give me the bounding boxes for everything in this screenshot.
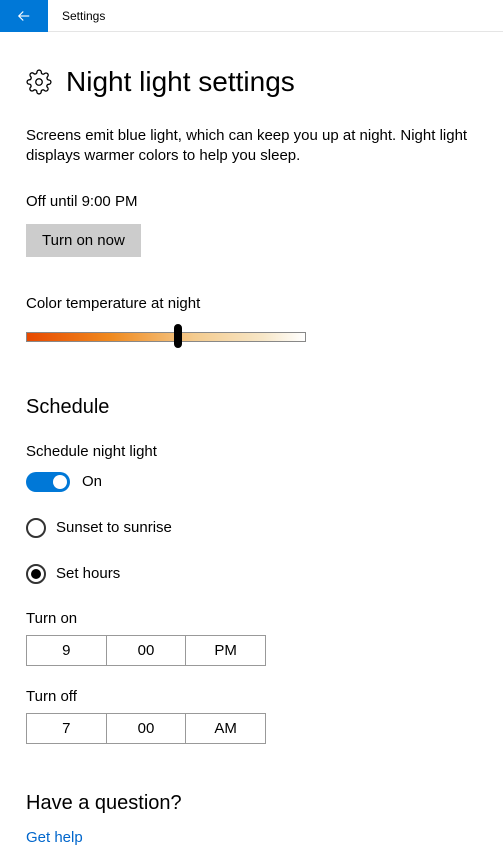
color-temperature-label: Color temperature at night [26,295,477,312]
turn-off-time-picker: 7 00 AM [26,713,266,744]
schedule-toggle[interactable] [26,472,70,492]
radio-icon [26,564,46,584]
radio-label: Sunset to sunrise [56,519,172,536]
turn-on-minute[interactable]: 00 [107,636,187,665]
page-title: Night light settings [66,66,295,98]
radio-sunset-to-sunrise[interactable]: Sunset to sunrise [26,518,477,538]
help-heading: Have a question? [26,792,477,815]
radio-set-hours[interactable]: Set hours [26,564,477,584]
back-arrow-icon [15,7,33,25]
window-title: Settings [62,9,105,23]
toggle-state-text: On [82,473,102,490]
turn-off-label: Turn off [26,688,477,705]
turn-on-label: Turn on [26,610,477,627]
schedule-heading: Schedule [26,396,477,419]
turn-on-ampm[interactable]: PM [186,636,265,665]
toggle-knob [53,475,67,489]
radio-icon [26,518,46,538]
slider-track [26,332,306,342]
turn-off-hour[interactable]: 7 [27,714,107,743]
turn-off-ampm[interactable]: AM [186,714,265,743]
slider-thumb[interactable] [174,324,182,348]
status-text: Off until 9:00 PM [26,193,477,210]
page-header: Night light settings [26,66,477,98]
back-button[interactable] [0,0,48,32]
turn-on-time-picker: 9 00 PM [26,635,266,666]
turn-on-now-button[interactable]: Turn on now [26,224,141,257]
schedule-toggle-label: Schedule night light [26,443,477,460]
titlebar: Settings [0,0,503,32]
turn-off-minute[interactable]: 00 [107,714,187,743]
get-help-link[interactable]: Get help [26,829,477,846]
page-description: Screens emit blue light, which can keep … [26,126,477,167]
content-area: Night light settings Screens emit blue l… [0,32,503,846]
schedule-toggle-row: On [26,472,477,492]
radio-label: Set hours [56,565,120,582]
color-temperature-slider[interactable] [26,324,306,348]
turn-on-hour[interactable]: 9 [27,636,107,665]
gear-icon [26,69,52,95]
